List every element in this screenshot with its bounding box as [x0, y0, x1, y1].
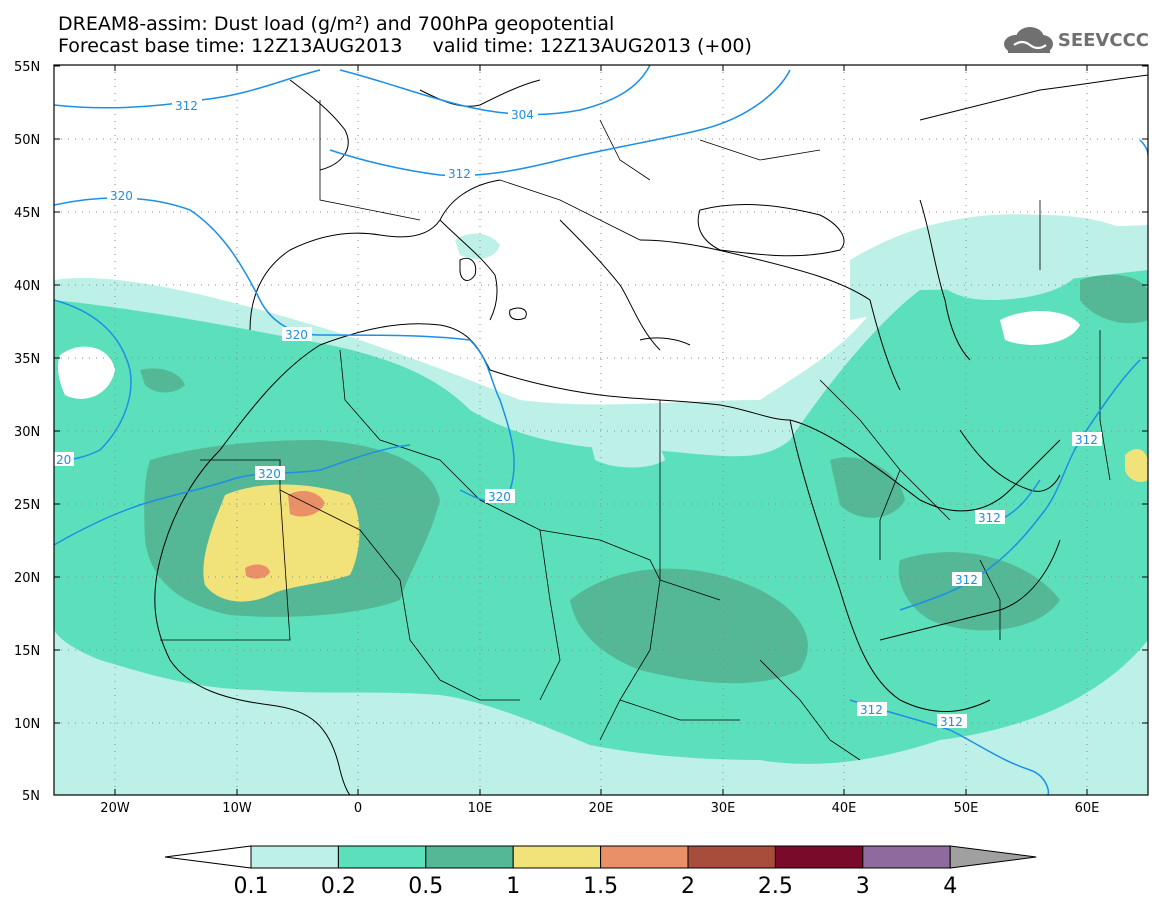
colorbar-labels: 0.1 0.2 0.5 1 1.5 2 2.5 3 4 — [234, 874, 958, 899]
contour-label: 312 — [1075, 433, 1098, 447]
contour-label: 312 — [860, 703, 883, 717]
lon-axis: 20W 10W 0 10E 20E 30E 40E 50E 60E — [100, 65, 1099, 816]
graticule — [54, 65, 1148, 795]
contour-label: 312 — [940, 715, 963, 729]
contour-labels: 312 304 312 320 320 320 320 20 312 312 3… — [54, 98, 1102, 729]
colorbar-swatch — [862, 845, 951, 869]
colorbar-label: 0.2 — [321, 874, 356, 899]
colorbar-swatch — [512, 845, 602, 869]
lat-tick-label: 30N — [14, 425, 40, 440]
map-area: 312 304 312 320 320 320 320 20 312 312 3… — [54, 65, 1148, 795]
colorbar-swatch — [687, 845, 776, 869]
colorbar-swatch — [600, 845, 689, 869]
map-title: DREAM8-assim: Dust load (g/m²) and 700hP… — [58, 13, 615, 35]
lon-tick-label: 10E — [468, 801, 493, 816]
lat-tick-label: 5N — [22, 789, 40, 804]
contour-label: 312 — [175, 99, 198, 113]
lon-tick-label: 20E — [589, 801, 614, 816]
lon-tick-label: 10W — [222, 801, 252, 816]
country-borders — [160, 100, 1111, 761]
contour-label: 320 — [258, 467, 281, 481]
contour-label: 312 — [978, 511, 1001, 525]
colorbar-label: 0.1 — [234, 874, 269, 899]
lat-tick-label: 40N — [14, 279, 40, 294]
lon-tick-label: 50E — [954, 801, 979, 816]
contour-label: 320 — [285, 328, 308, 342]
lat-tick-label: 25N — [14, 498, 40, 513]
lon-tick-label: 20W — [100, 801, 130, 816]
lat-tick-label: 10N — [14, 717, 40, 732]
colorbar-swatch — [337, 845, 427, 869]
lat-tick-label: 15N — [14, 644, 40, 659]
contour-label: 312 — [955, 573, 978, 587]
colorbar-swatch — [425, 845, 514, 869]
lon-tick-label: 0 — [354, 801, 362, 816]
colorbar-swatches — [250, 845, 1037, 869]
seevccc-logo: SEEVCCC — [1002, 26, 1149, 54]
contour-label: 320 — [488, 490, 511, 504]
colorbar-label: 4 — [943, 874, 957, 899]
lat-tick-label: 35N — [14, 352, 40, 367]
colorbar-label: 0.5 — [408, 874, 443, 899]
dust-layer-1 — [203, 448, 1148, 602]
colorbar: 0.1 0.2 0.5 1 1.5 2 2.5 3 4 — [164, 845, 1037, 899]
colorbar-under-arrow — [164, 845, 252, 869]
colorbar-label: 1.5 — [583, 874, 618, 899]
logo-text: SEEVCCC — [1057, 29, 1149, 51]
lon-tick-label: 30E — [711, 801, 736, 816]
lon-tick-label: 60E — [1075, 801, 1100, 816]
lat-tick-label: 45N — [14, 206, 40, 221]
colorbar-label: 3 — [856, 874, 870, 899]
colorbar-swatch — [250, 845, 339, 869]
colorbar-label: 1 — [506, 874, 520, 899]
colorbar-label: 2 — [681, 874, 695, 899]
cloud-logo-icon — [1003, 27, 1053, 53]
contour-label: 312 — [448, 167, 471, 181]
colorbar-label: 2.5 — [758, 874, 793, 899]
colorbar-swatch — [774, 845, 864, 869]
contour-label: 20 — [56, 453, 71, 467]
coastlines — [154, 74, 1148, 795]
lat-tick-label: 55N — [14, 60, 40, 75]
dust-layer-02 — [54, 256, 1148, 764]
lat-tick-label: 50N — [14, 133, 40, 148]
lat-tick-label: 20N — [14, 571, 40, 586]
map-subtitle: Forecast base time: 12Z13AUG2013 valid t… — [58, 35, 752, 57]
contour-label: 320 — [110, 189, 133, 203]
clean-areas — [57, 310, 1080, 468]
lon-tick-label: 40E — [832, 801, 857, 816]
colorbar-over-arrow — [949, 845, 1037, 869]
lat-axis: 55N 50N 45N 40N 35N 30N 25N 20N 15N 10N … — [14, 60, 1148, 804]
contour-label: 304 — [511, 108, 534, 122]
